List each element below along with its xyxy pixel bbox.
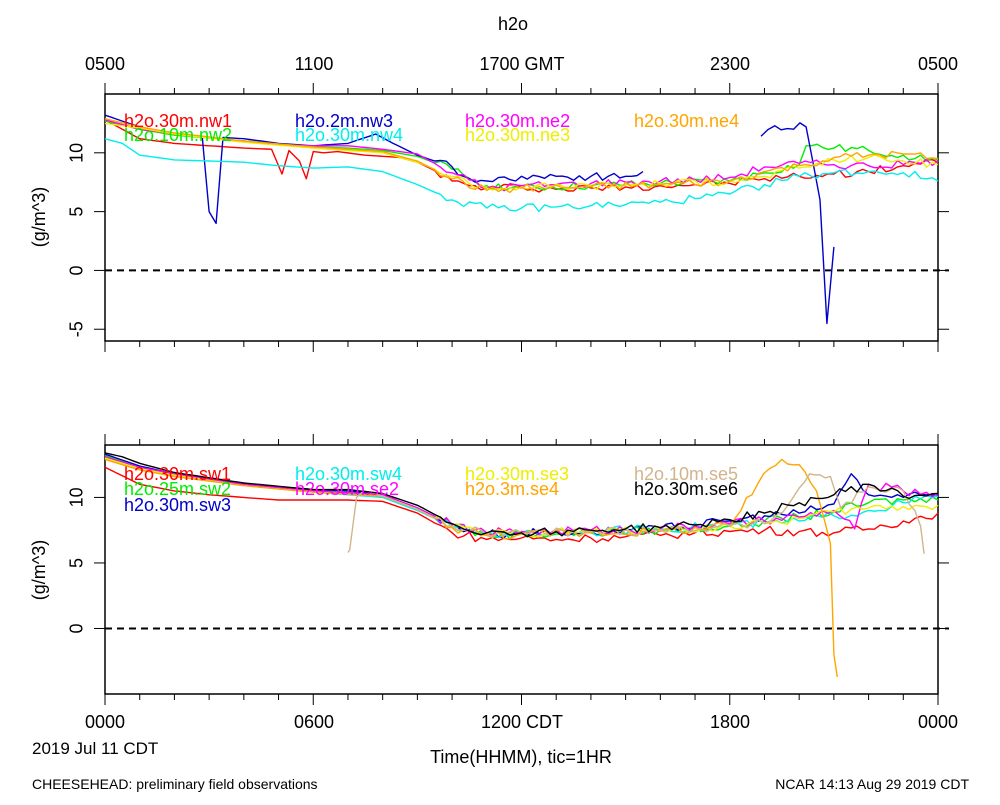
date-label: 2019 Jul 11 CDT	[32, 739, 158, 758]
top-y-tick-label: 0	[67, 265, 87, 275]
cdt-tick-label-1: 0600	[294, 712, 334, 732]
cdt-tick-label-2: 1200 CDT	[481, 712, 563, 732]
bottom-legend-label: h2o.3m.se4	[465, 479, 559, 499]
bottom-legend-label: h2o.30m.sw3	[124, 495, 231, 515]
bottom-legend-label: h2o.10m.se5	[634, 464, 738, 484]
bottom-y-tick-label: 0	[67, 623, 87, 633]
cdt-tick-label-4: 0000	[918, 712, 958, 732]
top-legend-label: h2o.30m.nw1	[124, 111, 232, 131]
bottom-series-line-h2o-10m-se5	[347, 473, 925, 554]
gmt-tick-label-4: 0500	[918, 54, 958, 74]
top-y-axis-label: (g/m^3)	[29, 187, 49, 247]
footer-right: NCAR 14:13 Aug 29 2019 CDT	[775, 776, 969, 792]
top-y-tick-label: -5	[67, 321, 87, 337]
top-series-line-h2o-30m-ne4	[104, 118, 939, 194]
bottom-legend-label: h2o.30m.se2	[295, 479, 399, 499]
bottom-series-line-h2o-3m-se4	[104, 458, 838, 678]
bottom-legend-label: h2o.30m.se6	[634, 479, 738, 499]
top-series-line-h2o-30m-ne3	[104, 122, 939, 191]
x-axis-label: Time(HHMM), tic=1HR	[430, 747, 612, 767]
bottom-series-line-h2o-30m-se6	[104, 452, 939, 538]
bottom-panel: 0510(g/m^3)h2o.30m.sw1h2o.25m.sw2h2o.30m…	[29, 434, 949, 705]
bottom-legend-label: h2o.30m.sw1	[124, 464, 231, 484]
top-y-tick-label: 5	[67, 207, 87, 217]
bottom-y-tick-label: 10	[67, 487, 87, 507]
cdt-tick-label-0: 0000	[85, 712, 125, 732]
bottom-legend-label: h2o.30m.se3	[465, 464, 569, 484]
gmt-tick-label-1: 1100	[295, 54, 334, 74]
top-legend-label: h2o.30m.ne3	[465, 125, 570, 145]
gmt-tick-label-2: 1700 GMT	[479, 54, 564, 74]
bottom-series-line-h2o-30m-sw1	[104, 466, 939, 543]
gmt-tick-label-0: 0500	[85, 54, 125, 74]
top-series-line-h2o-30m-nw4	[104, 138, 939, 213]
chart-title: h2o	[498, 14, 528, 34]
footer-left: CHEESEHEAD: preliminary field observatio…	[32, 776, 318, 792]
top-legend-label: h2o.30m.ne4	[634, 111, 739, 131]
top-legend-label: h2o.30m.ne2	[465, 111, 570, 131]
top-legend-label: h2o.10m.nw2	[124, 125, 232, 145]
top-series-line-h2o-2m-nw3-late-	[760, 122, 835, 325]
bottom-series-line-h2o-30m-se2	[104, 456, 939, 537]
top-y-tick-label: 10	[67, 143, 87, 163]
bottom-legend-label: h2o.30m.sw4	[295, 464, 402, 484]
top-legend-label: h2o.30m.nw4	[295, 125, 403, 145]
bottom-y-axis-label: (g/m^3)	[29, 540, 49, 600]
cdt-tick-label-3: 1800	[710, 712, 750, 732]
bottom-legend-label: h2o.25m.sw2	[124, 479, 231, 499]
gmt-tick-label-3: 2300	[710, 54, 750, 74]
top-legend-label: h2o.2m.nw3	[295, 111, 393, 131]
bottom-y-tick-label: 5	[67, 558, 87, 568]
